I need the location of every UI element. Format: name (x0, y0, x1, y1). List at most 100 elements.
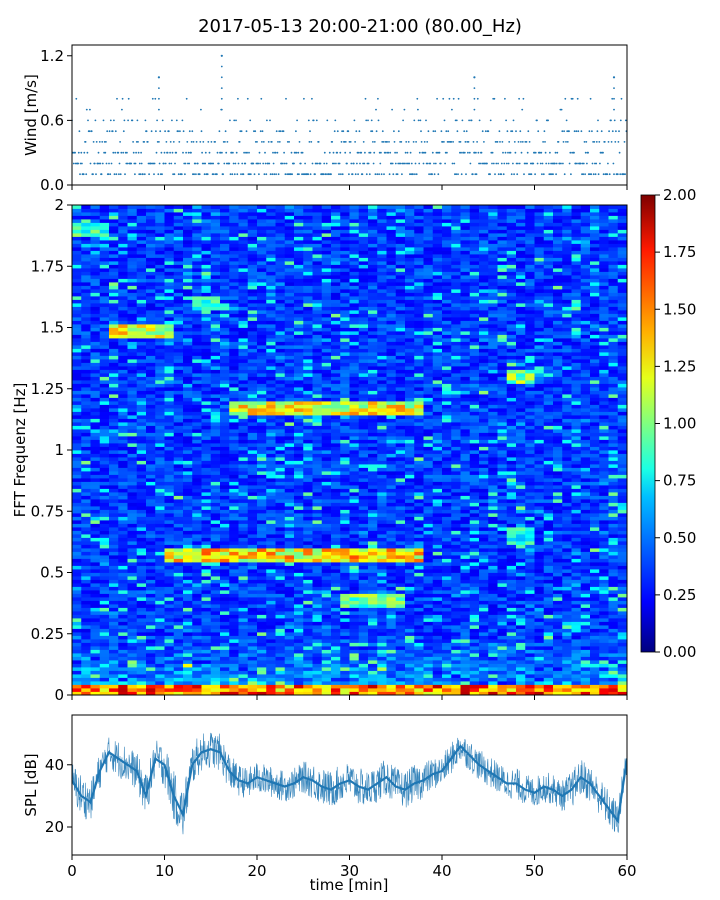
spectrogram-cell (238, 380, 249, 384)
spectrogram-cell (72, 338, 82, 342)
spectrogram-cell (284, 411, 295, 416)
spectrogram-cell (275, 226, 286, 230)
spectrogram-cell (127, 390, 138, 395)
spectrogram-cell (81, 576, 91, 580)
spectrogram-cell (257, 474, 267, 479)
wind-point (571, 151, 573, 154)
spectrogram-cell (155, 597, 165, 601)
spectrogram-cell (109, 583, 119, 587)
spectrogram-cell (303, 656, 313, 661)
spectrogram-cell (238, 537, 249, 542)
wind-point (542, 173, 545, 176)
spectrogram-cell (284, 565, 295, 570)
spectrogram-cell (90, 509, 101, 514)
spectrogram-cell (303, 387, 313, 391)
spectrogram-cell (118, 345, 128, 349)
wind-point (263, 173, 266, 176)
spectrogram-cell (303, 509, 313, 514)
spectrogram-cell (164, 590, 175, 594)
spectrogram-cell (312, 618, 323, 622)
spectrogram-cell (257, 282, 267, 286)
spectrogram-cell (81, 439, 91, 444)
spectrogram-cell (90, 243, 101, 248)
spectrogram-cell (220, 418, 230, 423)
spectrogram-cell (90, 380, 101, 384)
spectrogram-cell (118, 324, 128, 328)
spectrogram-cell (192, 359, 202, 363)
spectrogram-cell (312, 240, 323, 244)
spectrogram-cell (210, 618, 221, 622)
spectrogram-cell (238, 415, 249, 419)
spectrogram-cell (146, 362, 156, 367)
wind-point (359, 162, 361, 165)
spectrogram-cell (312, 586, 323, 591)
spectrogram-cell (72, 520, 82, 524)
spectrogram-cell (146, 565, 156, 570)
spectrogram-cell (266, 523, 276, 528)
spectrogram-cell (331, 576, 341, 580)
spectrogram-cell (118, 632, 128, 636)
spectrogram-cell (220, 600, 230, 605)
spectrogram-cell (136, 313, 147, 318)
spectrogram-cell (294, 523, 304, 528)
spectrogram-cell (257, 394, 267, 398)
spectrogram-cell (127, 590, 138, 594)
spectrogram-cell (81, 450, 91, 454)
spectrogram-cell (321, 492, 332, 496)
spectrogram-cell (303, 467, 313, 472)
spectrogram-cell (72, 226, 82, 230)
spectrogram-cell (220, 618, 230, 622)
spectrogram-cell (284, 289, 295, 293)
wind-point (104, 151, 107, 154)
spectrogram-cell (275, 646, 286, 650)
spectrogram-cell (127, 369, 138, 374)
spectrogram-cell (229, 345, 239, 349)
spectrogram-cell (99, 352, 110, 356)
spectrogram-cell (81, 492, 91, 496)
spectrogram-cell (127, 600, 138, 605)
spectrogram-cell (173, 348, 184, 353)
spectrogram-cell (90, 618, 101, 622)
spectrogram-cell (99, 688, 110, 692)
spectrogram-cell (321, 275, 332, 279)
spectrogram-cell (312, 247, 323, 251)
spectrogram-cell (294, 509, 304, 514)
spectrogram-cell (127, 639, 138, 643)
wind-point (233, 119, 236, 122)
spectrogram-cell (303, 485, 313, 489)
spectrogram-cell (210, 320, 221, 325)
spectrogram-cell (81, 558, 91, 563)
spectrogram-cell (81, 597, 91, 601)
spectrogram-cell (127, 667, 138, 671)
spectrogram-cell (238, 495, 249, 500)
spectrogram-cell (99, 401, 110, 405)
spectrogram-cell (155, 527, 165, 531)
spectrogram-cell (192, 572, 202, 577)
wind-point (181, 119, 184, 122)
spectrogram-cell (72, 373, 82, 377)
spectrogram-cell (229, 684, 239, 689)
wind-point (269, 119, 271, 122)
spectrogram-cell (127, 467, 138, 472)
spectrogram-cell (210, 562, 221, 566)
spectrogram-cell (284, 579, 295, 584)
spectrogram-cell (247, 397, 258, 402)
spectrogram-cell (173, 467, 184, 472)
spectrogram-cell (72, 618, 82, 622)
spectrogram-cell (220, 446, 230, 451)
spectrogram-cell (164, 674, 175, 678)
spectrogram-cell (146, 310, 156, 314)
spectrogram-cell (192, 275, 202, 279)
wind-point (232, 151, 234, 154)
spectrogram-cell (266, 621, 276, 626)
wind-ylabel: Wind [m/s] (22, 74, 40, 156)
spectrogram-cell (109, 481, 119, 486)
spectrogram-cell (201, 495, 212, 500)
spectrogram-cell (331, 558, 341, 563)
spectrogram-cell (192, 635, 202, 640)
spectrogram-cell (173, 572, 184, 577)
spectrogram-cell (136, 425, 147, 430)
spectrogram-cell (90, 513, 101, 517)
spectrogram-cell (220, 572, 230, 577)
